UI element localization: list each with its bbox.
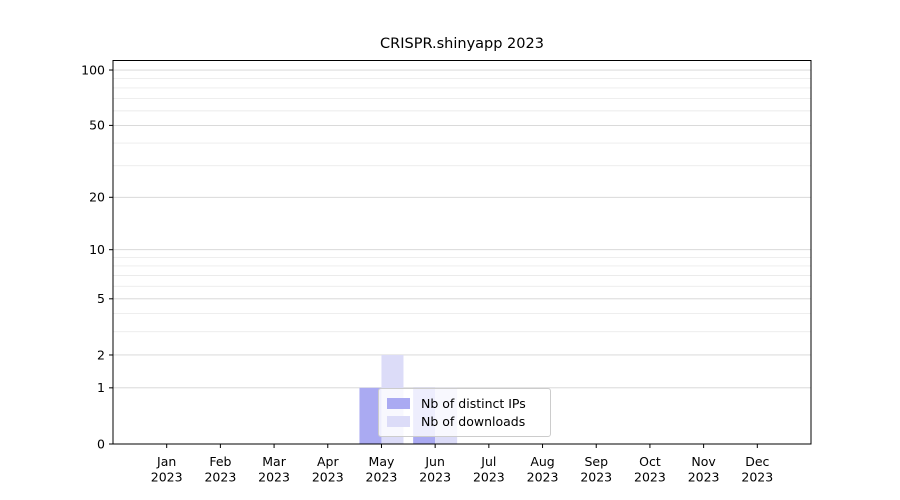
- x-tick-month-label: Apr: [317, 454, 339, 469]
- x-tick-month-label: Mar: [262, 454, 286, 469]
- y-tick-label: 1: [97, 380, 105, 395]
- y-tick-label: 2: [97, 347, 105, 362]
- x-tick-year-label: 2023: [634, 470, 666, 485]
- x-tick-month-label: Oct: [639, 454, 661, 469]
- x-tick-year-label: 2023: [312, 470, 344, 485]
- x-tick-month-label: Aug: [530, 454, 554, 469]
- x-tick-year-label: 2023: [473, 470, 505, 485]
- legend-swatch-downloads: [387, 416, 410, 427]
- x-tick-year-label: 2023: [688, 470, 720, 485]
- x-tick-month-label: May: [369, 454, 395, 469]
- x-tick-year-label: 2023: [151, 470, 183, 485]
- x-tick-month-label: Dec: [745, 454, 769, 469]
- y-tick-label: 100: [81, 62, 105, 77]
- y-tick-label: 50: [89, 118, 105, 133]
- legend-label-distinct-ips: Nb of distinct IPs: [421, 396, 526, 411]
- x-tick-year-label: 2023: [366, 470, 398, 485]
- x-tick-year-label: 2023: [258, 470, 290, 485]
- legend-item-distinct-ips: Nb of distinct IPs: [387, 396, 550, 411]
- legend-item-downloads: Nb of downloads: [387, 414, 550, 429]
- legend-label-downloads: Nb of downloads: [421, 414, 526, 429]
- x-tick-year-label: 2023: [741, 470, 773, 485]
- plot-frame: [112, 60, 812, 445]
- x-tick-month-label: Sep: [584, 454, 608, 469]
- y-tick-label: 0: [97, 436, 105, 451]
- y-tick-label: 10: [89, 242, 105, 257]
- y-tick-label: 20: [89, 190, 105, 205]
- x-tick-month-label: Jun: [424, 454, 445, 469]
- x-tick-year-label: 2023: [527, 470, 559, 485]
- chart-title: CRISPR.shinyapp 2023: [380, 36, 544, 52]
- legend-swatch-distinct-ips: [387, 398, 410, 409]
- x-tick-year-label: 2023: [204, 470, 236, 485]
- y-tick-label: 5: [97, 291, 105, 306]
- bar-distinct-ips-may: [359, 387, 382, 444]
- legend: Nb of distinct IPs Nb of downloads: [378, 388, 551, 437]
- x-tick-month-label: Nov: [691, 454, 716, 469]
- x-tick-month-label: Jul: [480, 454, 496, 469]
- x-tick-year-label: 2023: [580, 470, 612, 485]
- x-tick-year-label: 2023: [419, 470, 451, 485]
- x-tick-month-label: Jan: [156, 454, 176, 469]
- x-tick-month-label: Feb: [209, 454, 231, 469]
